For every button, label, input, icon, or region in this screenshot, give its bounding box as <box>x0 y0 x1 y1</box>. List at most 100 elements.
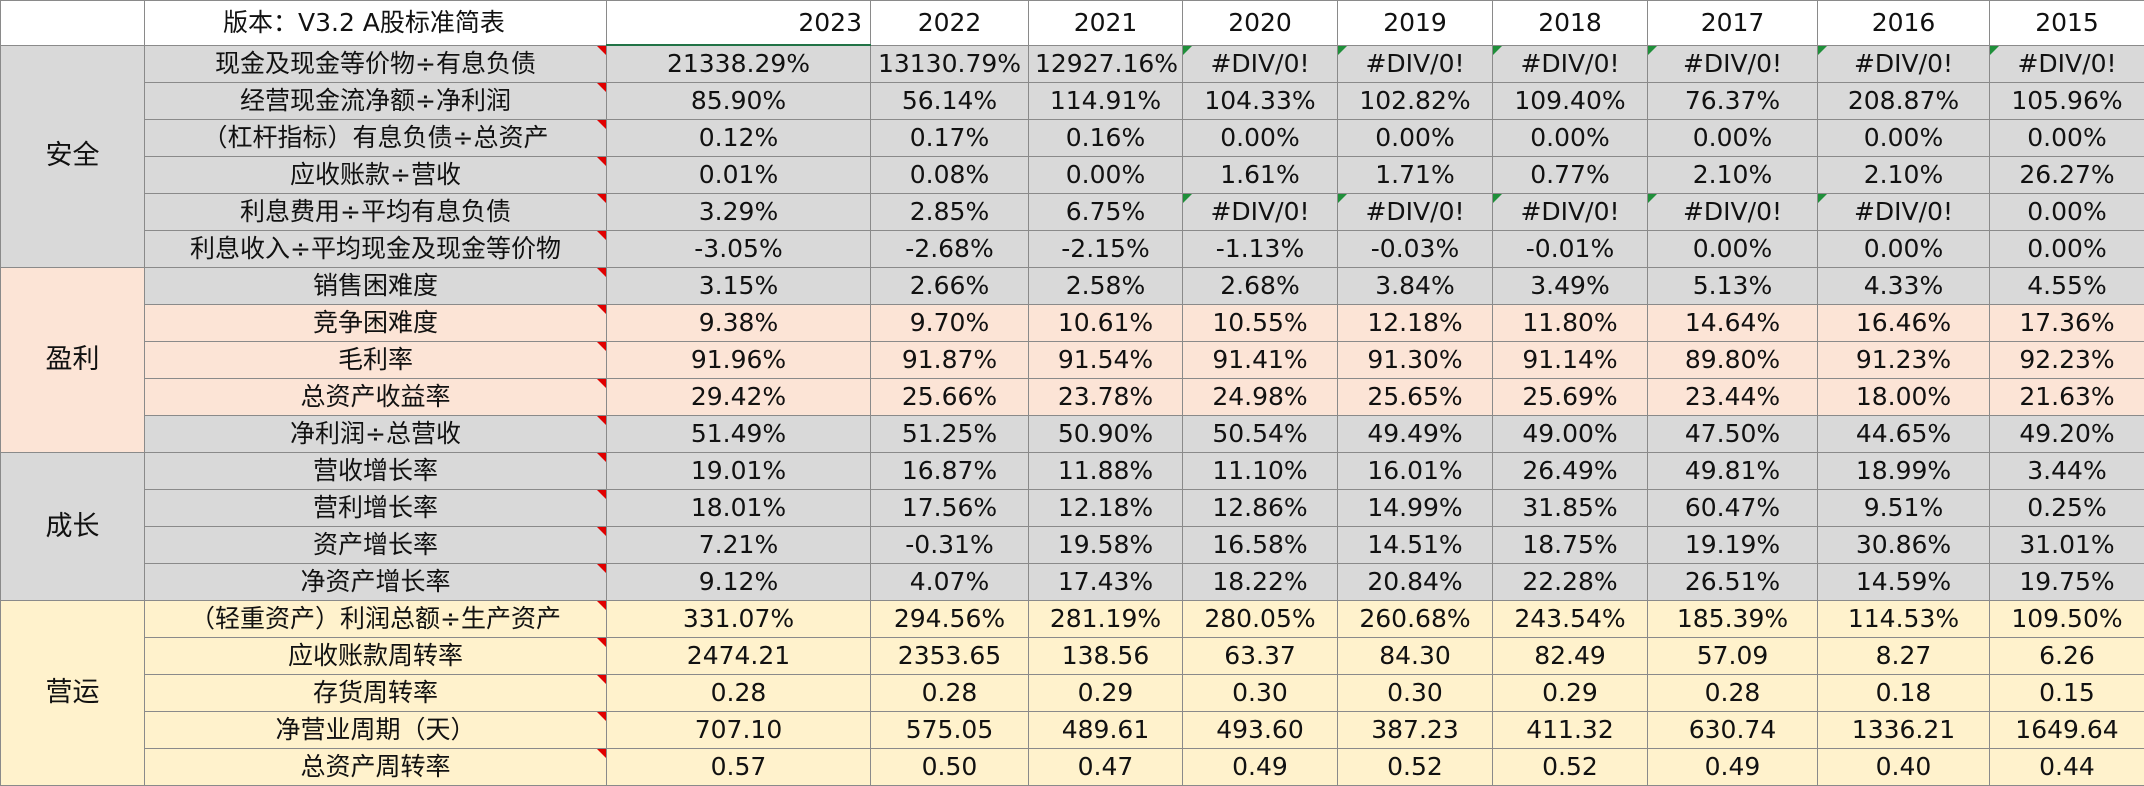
metric-label-cell[interactable]: 应收账款÷营收 <box>145 157 607 194</box>
value-cell[interactable]: 12.86% <box>1183 490 1338 527</box>
value-cell[interactable]: 387.23 <box>1338 712 1493 749</box>
value-cell[interactable]: 47.50% <box>1648 416 1818 453</box>
value-cell[interactable]: 3.84% <box>1338 268 1493 305</box>
year-header-cell[interactable]: 2015 <box>1990 1 2144 46</box>
value-cell[interactable]: 18.99% <box>1818 453 1990 490</box>
value-cell[interactable]: 0.25% <box>1990 490 2144 527</box>
value-cell[interactable]: 21.63% <box>1990 379 2144 416</box>
value-cell[interactable]: 31.85% <box>1493 490 1648 527</box>
value-cell[interactable]: 0.47 <box>1029 749 1183 786</box>
value-cell[interactable]: 114.53% <box>1818 601 1990 638</box>
value-cell[interactable]: 18.01% <box>607 490 871 527</box>
value-cell[interactable]: 4.07% <box>871 564 1029 601</box>
value-cell[interactable]: 11.88% <box>1029 453 1183 490</box>
value-cell[interactable]: 18.22% <box>1183 564 1338 601</box>
category-cell[interactable]: 盈利 <box>1 268 145 453</box>
value-cell[interactable]: 2.58% <box>1029 268 1183 305</box>
value-cell[interactable]: 76.37% <box>1648 83 1818 120</box>
value-cell[interactable]: 9.12% <box>607 564 871 601</box>
value-cell[interactable]: 3.15% <box>607 268 871 305</box>
value-cell[interactable]: 0.28 <box>1648 675 1818 712</box>
value-cell[interactable]: 489.61 <box>1029 712 1183 749</box>
value-cell[interactable]: #DIV/0! <box>1183 45 1338 83</box>
value-cell[interactable]: 91.23% <box>1818 342 1990 379</box>
value-cell[interactable]: 411.32 <box>1493 712 1648 749</box>
value-cell[interactable]: 7.21% <box>607 527 871 564</box>
value-cell[interactable]: 0.29 <box>1493 675 1648 712</box>
value-cell[interactable]: 109.50% <box>1990 601 2144 638</box>
value-cell[interactable]: 0.00% <box>1029 157 1183 194</box>
metric-label-cell[interactable]: 利息费用÷平均有息负债 <box>145 194 607 231</box>
year-header-cell[interactable]: 2016 <box>1818 1 1990 46</box>
metric-label-cell[interactable]: 净资产增长率 <box>145 564 607 601</box>
category-cell[interactable]: 安全 <box>1 45 145 268</box>
value-cell[interactable]: 2.68% <box>1183 268 1338 305</box>
value-cell[interactable]: 26.49% <box>1493 453 1648 490</box>
metric-label-cell[interactable]: 毛利率 <box>145 342 607 379</box>
metric-label-cell[interactable]: 营收增长率 <box>145 453 607 490</box>
value-cell[interactable]: 20.84% <box>1338 564 1493 601</box>
value-cell[interactable]: 19.75% <box>1990 564 2144 601</box>
value-cell[interactable]: -3.05% <box>607 231 871 268</box>
value-cell[interactable]: #DIV/0! <box>1648 194 1818 231</box>
value-cell[interactable]: 575.05 <box>871 712 1029 749</box>
value-cell[interactable]: 707.10 <box>607 712 871 749</box>
value-cell[interactable]: 19.19% <box>1648 527 1818 564</box>
value-cell[interactable]: 0.44 <box>1990 749 2144 786</box>
value-cell[interactable]: 18.75% <box>1493 527 1648 564</box>
value-cell[interactable]: 57.09 <box>1648 638 1818 675</box>
value-cell[interactable]: 280.05% <box>1183 601 1338 638</box>
value-cell[interactable]: #DIV/0! <box>1493 194 1648 231</box>
header-corner-cell[interactable] <box>1 1 145 46</box>
value-cell[interactable]: 0.30 <box>1338 675 1493 712</box>
value-cell[interactable]: #DIV/0! <box>1990 45 2144 83</box>
value-cell[interactable]: -2.15% <box>1029 231 1183 268</box>
value-cell[interactable]: 0.00% <box>1648 120 1818 157</box>
value-cell[interactable]: 22.28% <box>1493 564 1648 601</box>
value-cell[interactable]: 260.68% <box>1338 601 1493 638</box>
value-cell[interactable]: 91.96% <box>607 342 871 379</box>
value-cell[interactable]: 91.14% <box>1493 342 1648 379</box>
value-cell[interactable]: 0.18 <box>1818 675 1990 712</box>
value-cell[interactable]: 3.44% <box>1990 453 2144 490</box>
value-cell[interactable]: 19.58% <box>1029 527 1183 564</box>
category-cell[interactable]: 营运 <box>1 601 145 786</box>
value-cell[interactable]: 0.00% <box>1818 231 1990 268</box>
value-cell[interactable]: 0.28 <box>871 675 1029 712</box>
value-cell[interactable]: -0.03% <box>1338 231 1493 268</box>
value-cell[interactable]: 13130.79% <box>871 45 1029 83</box>
value-cell[interactable]: 3.29% <box>607 194 871 231</box>
value-cell[interactable]: 49.81% <box>1648 453 1818 490</box>
value-cell[interactable]: 56.14% <box>871 83 1029 120</box>
year-header-cell[interactable]: 2018 <box>1493 1 1648 46</box>
metric-label-cell[interactable]: 存货周转率 <box>145 675 607 712</box>
value-cell[interactable]: 331.07% <box>607 601 871 638</box>
value-cell[interactable]: 0.00% <box>1648 231 1818 268</box>
metric-label-cell[interactable]: 应收账款周转率 <box>145 638 607 675</box>
year-header-cell[interactable]: 2020 <box>1183 1 1338 46</box>
value-cell[interactable]: 25.65% <box>1338 379 1493 416</box>
value-cell[interactable]: 294.56% <box>871 601 1029 638</box>
metric-label-cell[interactable]: 竞争困难度 <box>145 305 607 342</box>
value-cell[interactable]: 11.80% <box>1493 305 1648 342</box>
value-cell[interactable]: 2.10% <box>1818 157 1990 194</box>
value-cell[interactable]: 0.00% <box>1338 120 1493 157</box>
value-cell[interactable]: 0.00% <box>1990 120 2144 157</box>
value-cell[interactable]: 102.82% <box>1338 83 1493 120</box>
value-cell[interactable]: 49.20% <box>1990 416 2144 453</box>
metric-label-cell[interactable]: （杠杆指标）有息负债÷总资产 <box>145 120 607 157</box>
value-cell[interactable]: 50.54% <box>1183 416 1338 453</box>
value-cell[interactable]: 104.33% <box>1183 83 1338 120</box>
value-cell[interactable]: 18.00% <box>1818 379 1990 416</box>
value-cell[interactable]: 16.46% <box>1818 305 1990 342</box>
value-cell[interactable]: 24.98% <box>1183 379 1338 416</box>
metric-label-cell[interactable]: 总资产收益率 <box>145 379 607 416</box>
value-cell[interactable]: 4.33% <box>1818 268 1990 305</box>
value-cell[interactable]: 0.01% <box>607 157 871 194</box>
value-cell[interactable]: 0.57 <box>607 749 871 786</box>
metric-label-cell[interactable]: 销售困难度 <box>145 268 607 305</box>
metric-label-cell[interactable]: （轻重资产）利润总额÷生产资产 <box>145 601 607 638</box>
value-cell[interactable]: 114.91% <box>1029 83 1183 120</box>
metric-label-cell[interactable]: 资产增长率 <box>145 527 607 564</box>
value-cell[interactable]: 85.90% <box>607 83 871 120</box>
